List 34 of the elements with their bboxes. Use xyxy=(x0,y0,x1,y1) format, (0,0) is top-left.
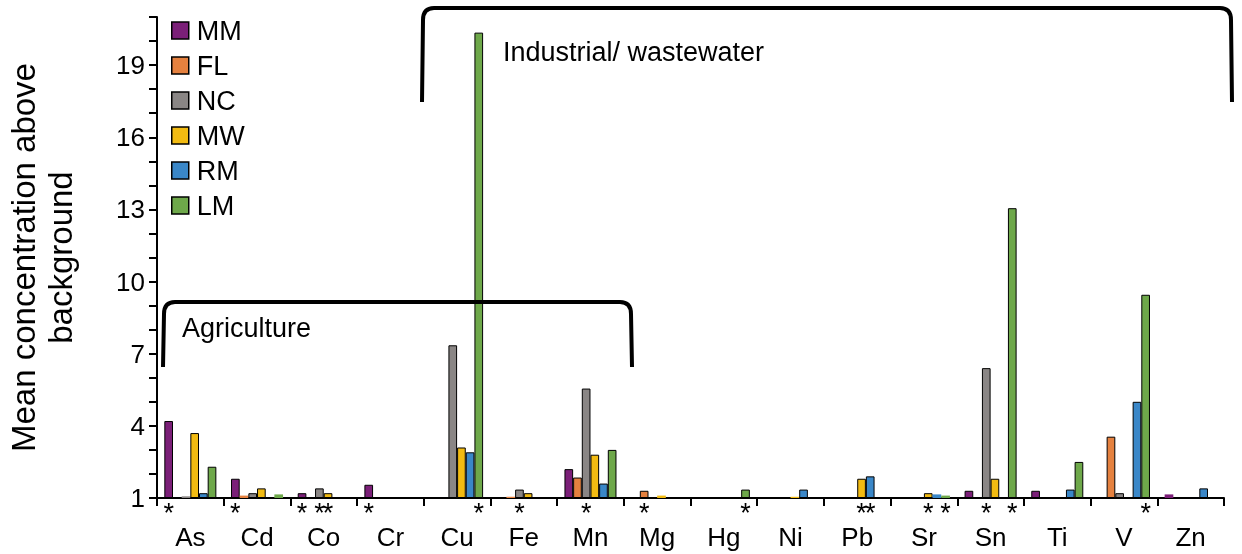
y-tick-label: 16 xyxy=(116,122,145,153)
x-tick-label: V xyxy=(1115,522,1134,552)
x-tick-label: Cd xyxy=(240,522,274,552)
x-tick-label: Hg xyxy=(707,522,741,552)
data-label: * xyxy=(296,497,308,528)
x-tick-label: As xyxy=(175,522,206,552)
x-tick-label: Zn xyxy=(1175,522,1206,552)
legend-label: RM xyxy=(196,155,239,186)
data-label: * xyxy=(163,497,175,528)
legend-label: MM xyxy=(196,15,242,46)
data-label: * xyxy=(230,497,242,528)
legend-label: FL xyxy=(196,50,229,81)
data-label: * xyxy=(363,497,375,528)
y-tick-label: 19 xyxy=(116,50,145,81)
legend-label: LM xyxy=(196,190,235,221)
annotation: Agriculture xyxy=(182,313,312,343)
y-tick-label: 10 xyxy=(116,266,145,297)
y-tick-label: 1 xyxy=(130,483,145,513)
x-tick-label: Cu xyxy=(440,522,474,552)
legend-label: NC xyxy=(196,85,236,116)
y-tick-label: 13 xyxy=(116,194,145,225)
y-tick-label: 4 xyxy=(130,410,145,441)
data-label: * xyxy=(1140,497,1152,528)
data-label: * xyxy=(473,497,485,528)
x-tick-label: Ni xyxy=(778,522,803,552)
y-tick-label: 7 xyxy=(130,338,145,369)
x-tick-label: Cr xyxy=(376,522,405,552)
data-label: * xyxy=(1007,497,1019,528)
x-tick-label: Ti xyxy=(1046,522,1068,552)
y-axis-title: Mean concentration above background xyxy=(5,63,79,452)
data-label: * xyxy=(940,497,952,528)
data-label: * xyxy=(740,497,752,528)
legend-label: MW xyxy=(196,120,246,151)
annotation: Industrial/ wastewater xyxy=(503,37,765,67)
